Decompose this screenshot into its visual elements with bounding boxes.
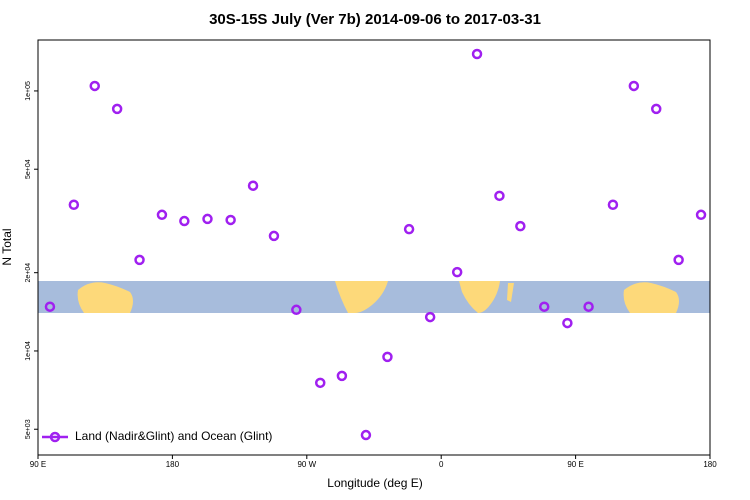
x-tick-label: 0 bbox=[439, 460, 444, 469]
data-point bbox=[336, 370, 348, 382]
y-tick-label: 1e+04 bbox=[25, 341, 32, 361]
data-point bbox=[179, 215, 190, 227]
map-strip bbox=[38, 281, 710, 313]
legend: Land (Nadir&Glint) and Ocean (Glint) bbox=[42, 429, 272, 443]
x-axis-label: Longitude (deg E) bbox=[327, 476, 422, 490]
y-tick-label: 1e+05 bbox=[25, 81, 32, 101]
data-point bbox=[44, 301, 56, 312]
legend-marker bbox=[49, 431, 61, 443]
data-point bbox=[538, 301, 550, 312]
data-point bbox=[562, 317, 573, 329]
data-point bbox=[111, 103, 123, 115]
data-point bbox=[403, 223, 415, 235]
data-point bbox=[607, 199, 619, 211]
data-point bbox=[650, 103, 662, 115]
y-tick-label: 5e+04 bbox=[25, 159, 32, 179]
data-point bbox=[424, 311, 436, 323]
data-point bbox=[134, 254, 145, 266]
data-point bbox=[471, 48, 483, 60]
data-point bbox=[695, 209, 707, 221]
legend-label: Land (Nadir&Glint) and Ocean (Glint) bbox=[75, 429, 272, 443]
data-point bbox=[68, 199, 80, 211]
x-tick-label: 90 E bbox=[30, 460, 46, 469]
data-point bbox=[360, 429, 372, 441]
data-point bbox=[225, 214, 236, 226]
data-point bbox=[268, 230, 280, 242]
data-point bbox=[515, 220, 526, 232]
plot-frame bbox=[37, 39, 711, 456]
data-point bbox=[673, 254, 684, 266]
x-tick-label: 180 bbox=[703, 460, 717, 469]
data-point bbox=[628, 80, 640, 92]
data-point bbox=[451, 266, 463, 278]
data-point bbox=[202, 213, 213, 225]
data-point bbox=[89, 80, 100, 92]
x-tick-label: 180 bbox=[166, 460, 180, 469]
data-point bbox=[583, 301, 594, 312]
data-point bbox=[382, 351, 393, 363]
data-point bbox=[494, 190, 505, 202]
data-point bbox=[247, 180, 259, 191]
data-point bbox=[291, 304, 302, 316]
y-tick-label: 2e+04 bbox=[25, 263, 32, 283]
data-point bbox=[156, 209, 168, 221]
y-axis-label: N Total bbox=[0, 228, 14, 265]
x-tick-label: 90 E bbox=[567, 460, 583, 469]
x-tick-label: 90 W bbox=[297, 460, 316, 469]
chart-title: 30S-15S July (Ver 7b) 2014-09-06 to 2017… bbox=[209, 11, 541, 28]
data-point bbox=[314, 377, 326, 389]
y-tick-label: 5e+03 bbox=[25, 419, 32, 439]
